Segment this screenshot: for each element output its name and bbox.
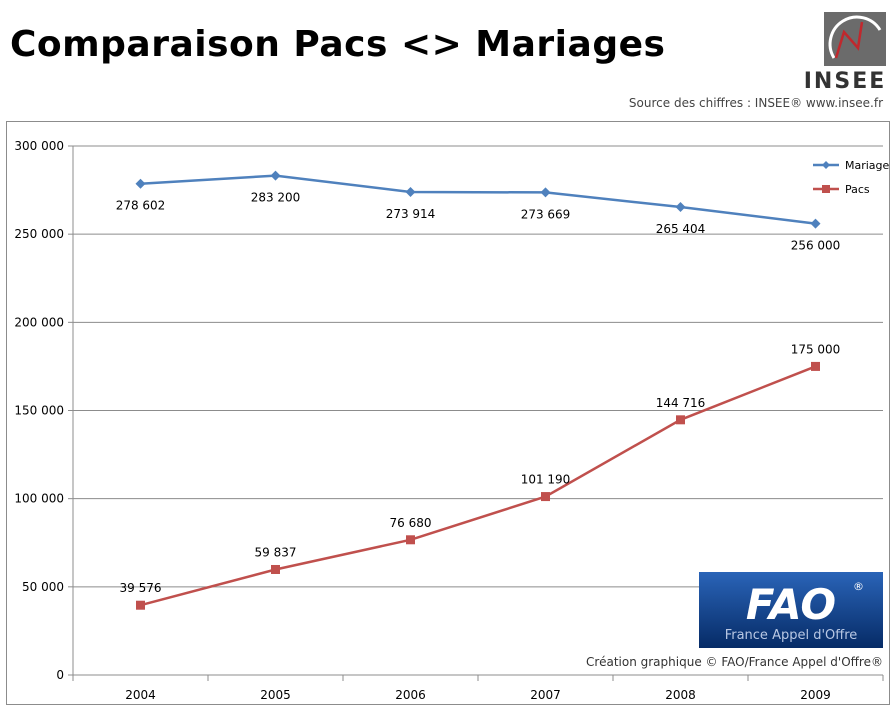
data-point-pacs [541,492,550,502]
data-label-pacs: 144 716 [656,396,706,410]
x-tick-label: 2008 [665,688,696,702]
legend-marker-pacs [822,185,830,193]
data-label-pacs: 59 837 [255,545,297,559]
data-label-mariages: 283 200 [251,191,301,205]
data-point-pacs [676,415,685,425]
data-point-mariages [405,186,416,197]
data-label-mariages: 273 669 [521,207,571,221]
data-point-pacs [271,564,280,574]
y-tick-label: 150 000 [14,404,64,418]
x-tick-label: 2009 [800,688,831,702]
y-tick-label: 300 000 [14,139,64,153]
y-tick-label: 50 000 [22,580,64,594]
data-label-mariages: 273 914 [386,207,436,221]
data-point-mariages [270,170,281,181]
data-label-mariages: 256 000 [791,239,841,253]
data-point-mariages [810,218,821,229]
fao-logo-background [699,572,883,648]
data-point-mariages [540,187,551,198]
fao-logo-registered-mark: ® [853,580,864,593]
legend-marker-mariages [822,161,830,169]
y-tick-label: 100 000 [14,492,64,506]
insee-logo: INSEE [804,12,887,94]
data-label-mariages: 278 602 [116,199,166,213]
data-point-pacs [811,361,820,371]
credit-text: Création graphique © FAO/France Appel d'… [586,655,883,669]
series-line-pacs [140,365,816,607]
fao-logo: FAO ® France Appel d'Offre [699,572,883,648]
y-tick-label: 0 [56,668,64,682]
data-point-mariages [135,178,146,189]
data-label-pacs: 76 680 [390,516,432,530]
x-tick-label: 2004 [125,688,156,702]
fao-logo-text: FAO [746,580,836,629]
data-label-pacs: 175 000 [791,342,841,356]
x-tick-label: 2006 [395,688,426,702]
fao-logo-subtitle: France Appel d'Offre [725,628,858,643]
legend-label-pacs: Pacs [845,183,870,196]
insee-logo-arc [828,15,882,59]
data-label-pacs: 101 190 [521,473,571,487]
x-tick-label: 2005 [260,688,291,702]
x-tick-label: 2007 [530,688,561,702]
data-label-pacs: 39 576 [120,581,162,595]
page-title: Comparaison Pacs <> Mariages [10,24,666,65]
data-point-mariages [675,202,686,213]
line-chart: 0 50 000 100 000 150 000 200 000 250 000 300 0… [14,139,889,702]
data-label-mariages: 265 404 [656,222,706,236]
insee-logo-mark [834,21,864,59]
y-tick-label: 250 000 [14,227,64,241]
legend-label-mariages: Mariages [845,159,889,172]
data-point-pacs [136,600,145,610]
data-point-pacs [406,535,415,545]
series-line-mariages [140,174,816,225]
source-text: Source des chiffres : INSEE® www.insee.f… [628,96,883,110]
insee-logo-text: INSEE [804,69,887,94]
y-tick-label: 200 000 [14,315,64,329]
